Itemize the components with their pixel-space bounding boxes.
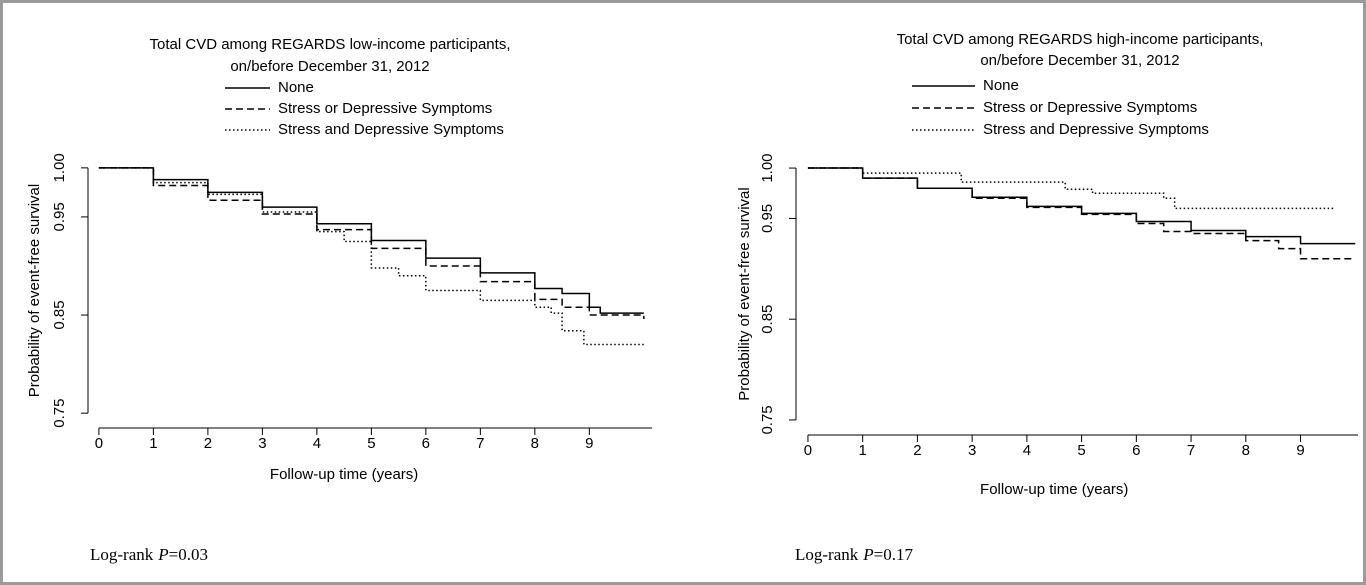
x-tick-label: 9: [585, 435, 593, 452]
legend-label: None: [278, 79, 314, 96]
x-tick-label: 2: [204, 435, 212, 452]
annotation-part: Log-rank: [90, 545, 154, 564]
survival-curve: [807, 167, 1334, 210]
x-tick-label: 3: [258, 435, 266, 452]
y-tick-label: 0.75: [51, 399, 68, 428]
y-tick-label: 0.85: [759, 305, 776, 334]
x-tick-label: 8: [1242, 442, 1250, 459]
x-tick-label: 7: [476, 435, 484, 452]
x-tick-label: 9: [1296, 442, 1304, 459]
annotation-part: P: [157, 545, 168, 564]
x-tick-label: 5: [367, 435, 375, 452]
x-tick-label: 3: [968, 442, 976, 459]
x-axis-label: Follow-up time (years): [980, 481, 1128, 498]
x-tick-label: 1: [859, 442, 867, 459]
chart-title: Total CVD among REGARDS high-income part…: [897, 31, 1264, 48]
x-tick-label: 6: [422, 435, 430, 452]
x-tick-label: 6: [1132, 442, 1140, 459]
chart-title: on/before December 31, 2012: [980, 52, 1179, 69]
log-rank-annotation: Log-rank P=0.17: [795, 545, 913, 564]
y-tick-label: 1.00: [51, 153, 68, 182]
survival-curve: [98, 167, 644, 346]
survival-curve: [807, 167, 1356, 245]
y-axis-label: Probability of event-free survival: [26, 184, 43, 397]
legend-label: Stress and Depressive Symptoms: [278, 121, 504, 138]
y-tick-label: 0.95: [759, 204, 776, 233]
x-tick-label: 0: [804, 442, 812, 459]
legend-label: Stress and Depressive Symptoms: [983, 121, 1209, 138]
legend-label: None: [983, 77, 1019, 94]
chart-title: on/before December 31, 2012: [230, 58, 429, 75]
x-tick-label: 5: [1077, 442, 1085, 459]
log-rank-annotation: Log-rank P=0.03: [90, 545, 208, 564]
y-tick-label: 0.95: [51, 202, 68, 231]
x-tick-label: 4: [313, 435, 321, 452]
chart-title: Total CVD among REGARDS low-income parti…: [150, 36, 511, 53]
survival-curve: [98, 167, 645, 319]
legend-label: Stress or Depressive Symptoms: [983, 99, 1197, 116]
annotation-part: P: [862, 545, 873, 564]
annotation-part: =0.03: [169, 545, 208, 564]
legend-label: Stress or Depressive Symptoms: [278, 100, 492, 117]
y-tick-label: 1.00: [759, 153, 776, 182]
y-tick-label: 0.85: [51, 300, 68, 329]
annotation-part: =0.17: [874, 545, 914, 564]
y-axis-label: Probability of event-free survival: [736, 187, 753, 400]
x-tick-label: 1: [149, 435, 157, 452]
y-tick-label: 0.75: [759, 405, 776, 434]
x-tick-label: 7: [1187, 442, 1195, 459]
x-tick-label: 0: [95, 435, 103, 452]
x-tick-label: 4: [1023, 442, 1031, 459]
x-tick-label: 8: [531, 435, 539, 452]
x-tick-label: 2: [913, 442, 921, 459]
x-axis-label: Follow-up time (years): [270, 466, 418, 483]
annotation-part: Log-rank: [795, 545, 859, 564]
survival-curve: [807, 167, 1356, 260]
